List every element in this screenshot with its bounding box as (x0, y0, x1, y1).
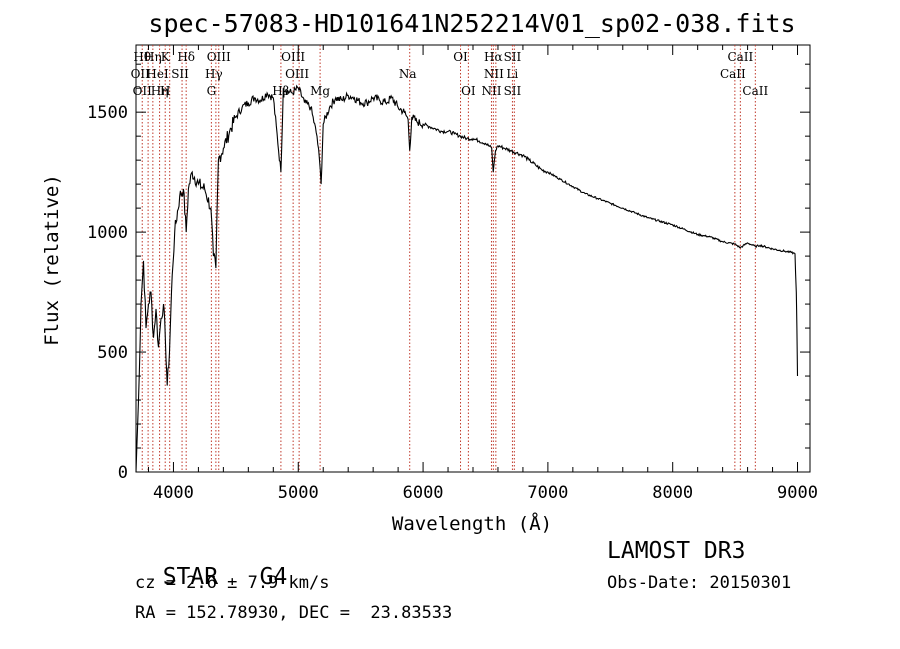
x-tick-label: 4000 (153, 483, 194, 503)
y-tick-label: 0 (118, 463, 128, 483)
x-tick-label: 5000 (278, 483, 319, 503)
spectral-line-label: Li (506, 67, 518, 81)
spectral-line-label: Mg (310, 84, 330, 98)
obs-date: Obs-Date: 20150301 (607, 573, 792, 593)
survey-name: LAMOST DR3 (607, 538, 746, 564)
spectral-line-label: G (207, 84, 217, 98)
spectral-line-label: CaII (727, 50, 753, 64)
y-tick-label: 1500 (87, 103, 128, 123)
spectral-line-label: SII (504, 50, 522, 64)
spectral-line-label: HeI (146, 67, 169, 81)
spectrum-line (135, 84, 799, 473)
spectral-line-label: Na (399, 67, 417, 81)
x-tick-label: 9000 (777, 483, 818, 503)
spectral-line-label: Hθ (133, 50, 151, 64)
spectral-line-label: CaII (720, 67, 746, 81)
x-tick-label: 7000 (527, 483, 568, 503)
y-axis-label: Flux (relative) (41, 174, 63, 346)
spectral-line-label: CaII (742, 84, 768, 98)
chart-title: spec-57083-HD101641N252214V01_sp02-038.f… (148, 9, 795, 38)
spectral-line-label: OI (461, 84, 476, 98)
spectral-line-label: NII (484, 67, 504, 81)
y-tick-label: 1000 (87, 223, 128, 243)
spectral-line-label: OIII (285, 67, 309, 81)
object-class: STAR (162, 564, 219, 590)
spectral-line-label: SII (504, 84, 522, 98)
x-tick-label: 8000 (652, 483, 693, 503)
spectral-line-label: Hγ (205, 67, 223, 81)
spectral-line-label: OII (131, 67, 151, 81)
spectral-line-label: Hδ (177, 50, 195, 64)
x-axis-label: Wavelength (Å) (392, 512, 552, 535)
spectral-line-label: OIII (281, 50, 305, 64)
spectral-line-label: NII (481, 84, 501, 98)
object-subclass: G4 (259, 564, 288, 590)
spectral-line-label: Hη (151, 84, 169, 98)
spectral-line-label: OIII (207, 50, 231, 64)
y-tick-label: 500 (97, 343, 128, 363)
spectral-line-label: Hη (144, 50, 162, 64)
spectral-line-label: OI (453, 50, 468, 64)
spectral-line-label: OII (133, 84, 153, 98)
spectral-line-label: H (160, 84, 170, 98)
plot-frame (135, 44, 811, 473)
x-tick-label: 6000 (403, 483, 444, 503)
coordinates: RA = 152.78930, DEC = 23.83533 (135, 603, 453, 623)
spectral-line-label: K (161, 50, 171, 64)
spectral-line-label: Hα (484, 50, 503, 64)
spectral-line-label: Hβ (272, 84, 289, 98)
cz-value: cz = 2.6 ± 7.9 km/s (135, 573, 330, 593)
spectral-line-label: SII (171, 67, 189, 81)
